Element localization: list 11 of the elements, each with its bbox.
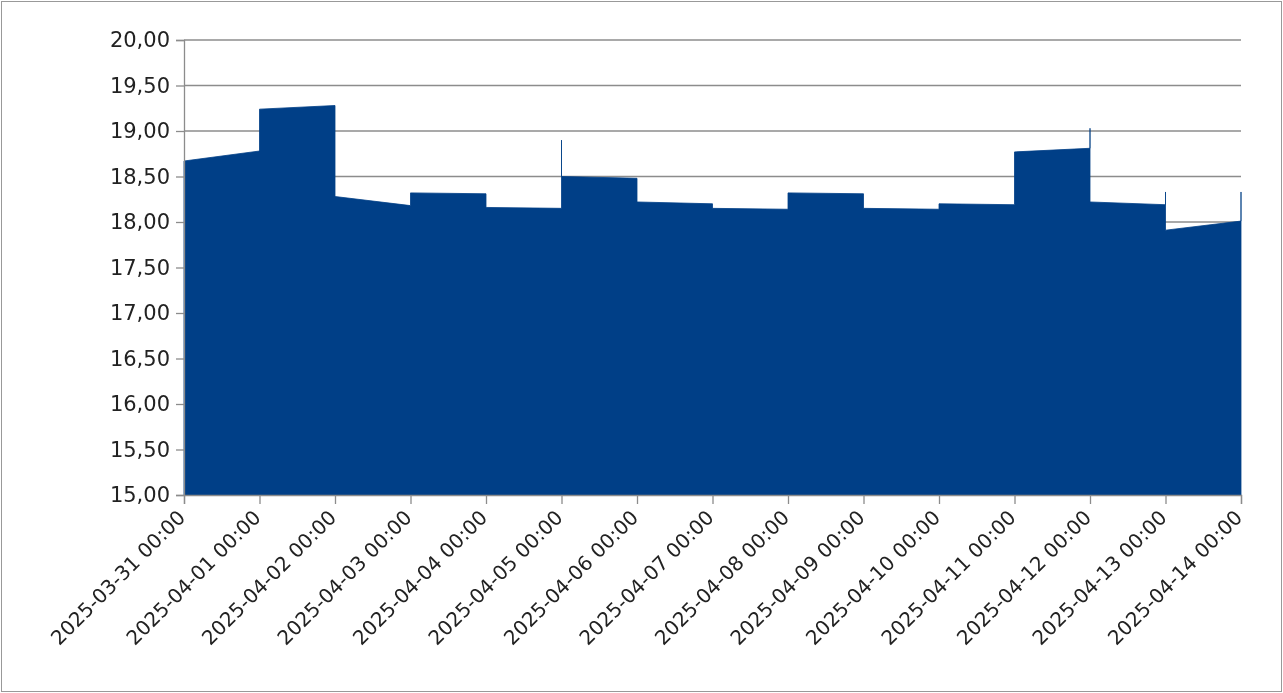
y-tick-label: 17,00	[109, 301, 170, 326]
y-tick-label: 18,50	[109, 164, 170, 189]
y-tick-label: 19,00	[109, 119, 170, 144]
y-tick-label: 18,00	[109, 210, 170, 235]
y-tick-label: 15,50	[109, 437, 170, 462]
y-tick-label: 17,50	[109, 255, 170, 280]
y-tick-label: 15,00	[109, 483, 170, 508]
y-tick-label: 19,50	[109, 73, 170, 98]
y-tick-label: 16,50	[109, 346, 170, 371]
y-tick-label: 16,00	[109, 392, 170, 417]
y-tick-label: 20,00	[109, 28, 170, 53]
